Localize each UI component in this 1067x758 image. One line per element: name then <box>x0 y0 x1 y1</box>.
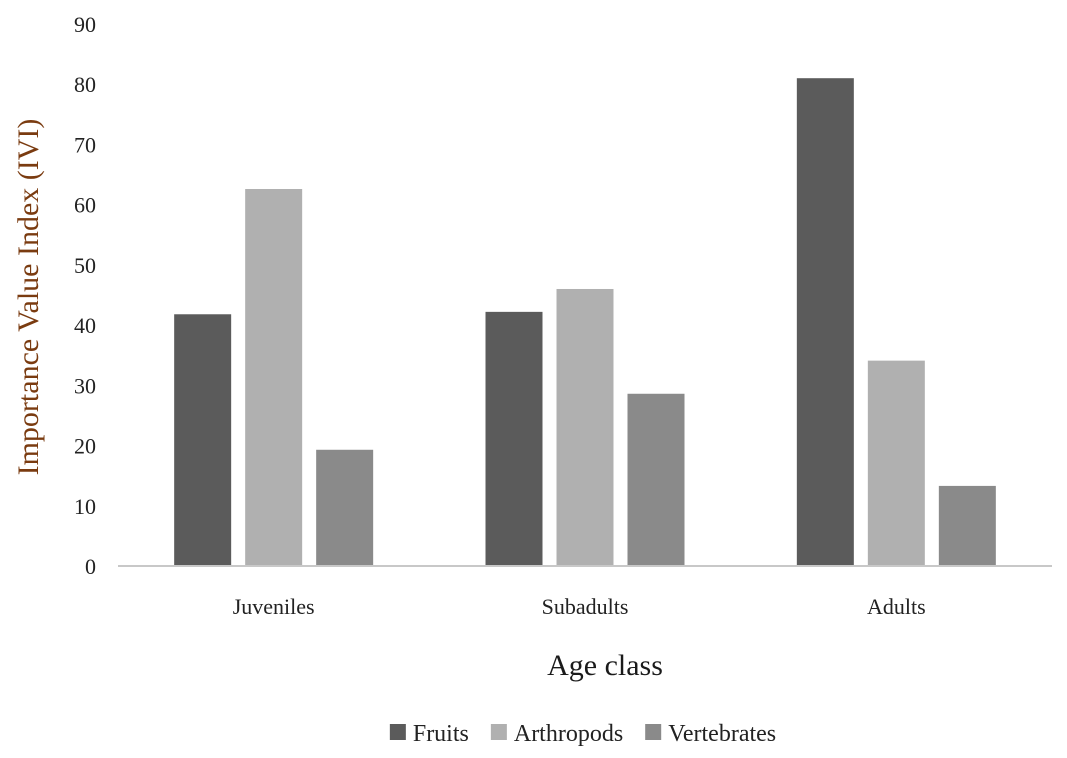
bar-vertebrates-adults <box>938 485 996 566</box>
y-axis-title: Importance Value Index (IVI) <box>12 119 45 476</box>
y-tick-label: 0 <box>85 554 96 579</box>
bars <box>174 78 996 566</box>
y-tick-label: 30 <box>74 373 96 398</box>
y-tick-label: 10 <box>74 494 96 519</box>
category-label: Subadults <box>542 594 629 619</box>
y-tick-label: 80 <box>74 72 96 97</box>
y-tick-label: 40 <box>74 313 96 338</box>
y-tick-label: 70 <box>74 132 96 157</box>
bar-vertebrates-juveniles <box>316 449 374 566</box>
bar-fruits-subadults <box>485 311 543 566</box>
legend: Fruits Arthropods Vertebrates <box>389 721 776 747</box>
bar-arthropods-subadults <box>556 288 614 566</box>
bar-arthropods-adults <box>867 360 925 566</box>
bar-fruits-juveniles <box>174 314 232 566</box>
legend-label-fruits: Fruits <box>413 721 469 747</box>
category-label: Juveniles <box>233 594 315 619</box>
legend-label-vertebrates: Vertebrates <box>668 721 776 747</box>
category-label: Adults <box>867 594 926 619</box>
bar-fruits-adults <box>796 78 854 566</box>
legend-swatch-arthropods <box>490 724 507 740</box>
y-axis-ticks: 0 10 20 30 40 50 60 70 80 90 <box>74 12 96 579</box>
y-tick-label: 50 <box>74 253 96 278</box>
legend-label-arthropods: Arthropods <box>514 721 623 747</box>
x-axis-title: Age class <box>547 649 663 682</box>
category-labels: Juveniles Subadults Adults <box>233 594 926 619</box>
y-tick-label: 90 <box>74 12 96 37</box>
bar-vertebrates-subadults <box>627 393 685 566</box>
legend-swatch-vertebrates <box>645 724 662 740</box>
bar-arthropods-juveniles <box>245 189 303 566</box>
legend-swatch-fruits <box>389 724 406 740</box>
y-tick-label: 20 <box>74 434 96 459</box>
y-tick-label: 60 <box>74 193 96 218</box>
